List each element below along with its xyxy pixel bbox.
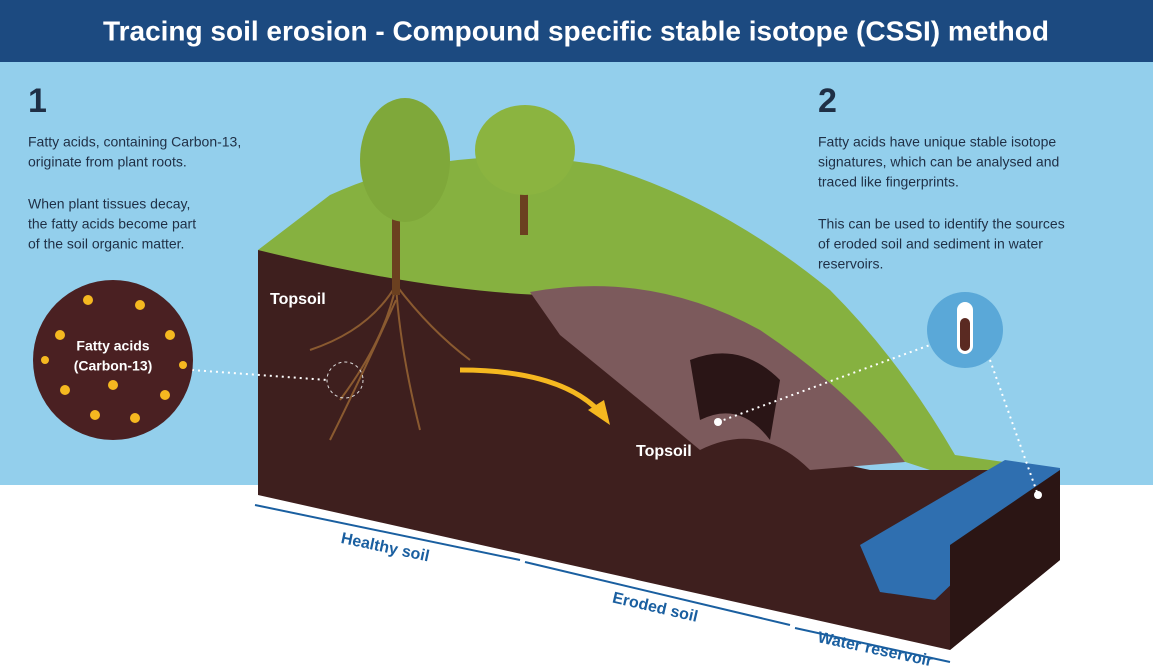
infographic: Tracing soil erosion - Compound specific… [0,0,1153,668]
title: Tracing soil erosion - Compound specific… [103,15,1049,46]
sample-point [714,418,722,426]
step-text: of the soil organic matter. [28,236,184,252]
step-text: Fatty acids, containing Carbon-13, [28,134,241,150]
tree-crown [360,98,450,222]
step-text: Fatty acids have unique stable isotope [818,134,1056,150]
section-label: Healthy soil [339,530,430,565]
callout-label: (Carbon-13) [74,358,153,374]
step-text: originate from plant roots. [28,154,187,170]
step-text: traced like fingerprints. [818,174,959,190]
step-number: 2 [818,82,837,120]
step-text: of eroded soil and sediment in water [818,236,1043,252]
tree-crown [475,105,575,195]
step-text: This can be used to identify the sources [818,216,1065,232]
section-label: Eroded soil [611,590,700,626]
topsoil-label: Topsoil [636,443,692,460]
sample-point [1034,491,1042,499]
step-text: signatures, which can be analysed and [818,154,1059,170]
step-number: 1 [28,82,47,120]
callout-label: Fatty acids [76,338,149,354]
sample [960,318,970,351]
step-text: reservoirs. [818,256,883,272]
step-text: When plant tissues decay, [28,196,190,212]
topsoil-label: Topsoil [270,291,326,308]
step-text: the fatty acids become part [28,216,196,232]
